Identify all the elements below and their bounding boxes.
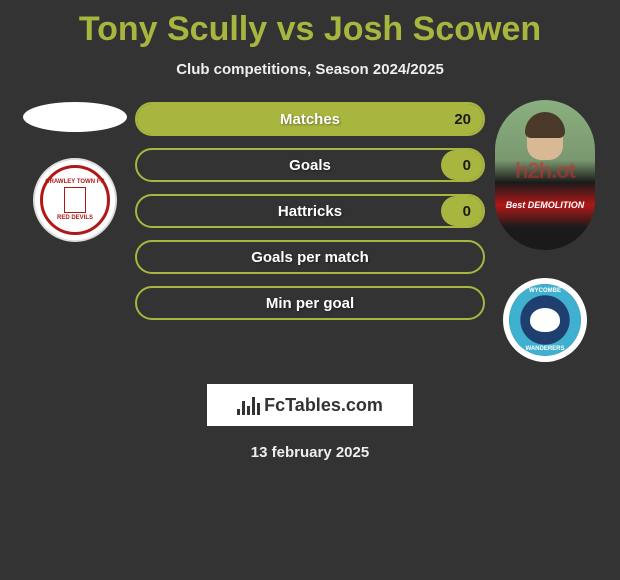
player-right-photo: h2h.ot Best DEMOLITION [495,100,595,250]
right-player-column: h2h.ot Best DEMOLITION WYCOMBE WANDERERS [485,96,605,362]
wycombe-badge-icon: WYCOMBE WANDERERS [509,284,581,356]
stat-pill: Goals per match [135,240,485,274]
date-text: 13 february 2025 [0,444,620,461]
stat-pill: Goals0 [135,148,485,182]
logo-text: FcTables.com [264,395,383,416]
page-title: Tony Scully vs Josh Scowen [0,0,620,49]
stat-label: Goals [137,157,483,174]
club-badge-bottom-text: WANDERERS [525,346,564,352]
stat-pill: Min per goal [135,286,485,320]
shield-icon [64,187,86,213]
stat-label: Goals per match [137,249,483,266]
stats-column: Matches20Goals0Hattricks0Goals per match… [135,96,485,362]
stat-value-right: 0 [463,157,471,174]
jersey-sponsor-text: Best DEMOLITION [495,200,595,210]
fctables-logo: FcTables.com [207,384,413,426]
subtitle: Club competitions, Season 2024/2025 [0,61,620,78]
club-badge-top-text: WYCOMBE [529,288,561,294]
player-right-club-badge: WYCOMBE WANDERERS [503,278,587,362]
stat-label: Matches [137,111,483,128]
watermark-text: h2h.ot [495,158,595,184]
stat-label: Hattricks [137,203,483,220]
stat-value-right: 20 [454,111,471,128]
comparison-content: CRAWLEY TOWN FC RED DEVILS Matches20 Goal… [0,96,620,362]
player-left-club-badge: CRAWLEY TOWN FC RED DEVILS [33,158,117,242]
crawley-badge-icon: CRAWLEY TOWN FC RED DEVILS [40,165,110,235]
left-player-column: CRAWLEY TOWN FC RED DEVILS [15,96,135,362]
stat-pill: Hattricks0 [135,194,485,228]
club-badge-bottom-text: RED DEVILS [57,215,93,221]
stat-value-right: 0 [463,203,471,220]
stat-label: Min per goal [137,295,483,312]
bars-icon [237,395,260,415]
player-left-photo-placeholder [23,102,127,132]
club-badge-top-text: CRAWLEY TOWN FC [45,179,104,185]
stat-pill: Matches20 [135,102,485,136]
